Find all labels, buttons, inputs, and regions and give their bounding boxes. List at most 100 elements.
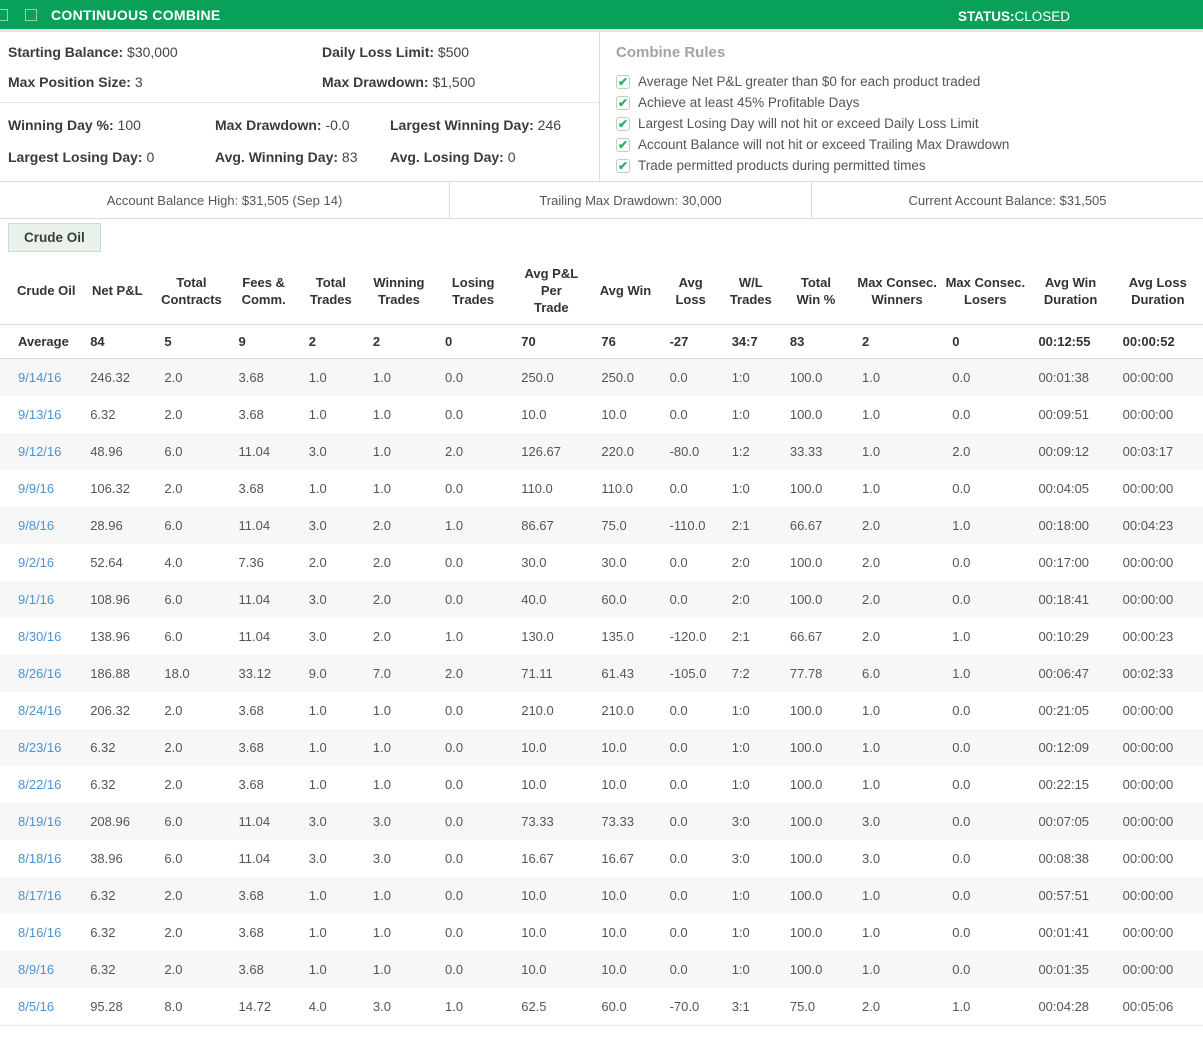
date-link[interactable]: 9/14/16 bbox=[18, 370, 62, 385]
rule-item: ✔ Trade permitted products during permitt… bbox=[616, 155, 1195, 176]
data-cell: 0.0 bbox=[445, 407, 464, 422]
date-link[interactable]: 9/9/16 bbox=[18, 481, 55, 496]
data-cell: 208.96 bbox=[90, 814, 130, 829]
average-cell: 2 bbox=[298, 324, 363, 359]
data-cell: 00:18:00 bbox=[1038, 518, 1090, 533]
data-cell: 1:2 bbox=[731, 444, 750, 459]
data-cell: 106.32 bbox=[90, 481, 130, 496]
table-row: 8/5/16 95.28 8.0 14.72 4.0 3.0 1.0 62.5 60.0 -70.… bbox=[0, 988, 1203, 1026]
data-cell: 3.0 bbox=[372, 814, 391, 829]
data-cell: 3.0 bbox=[862, 851, 881, 866]
data-cell: 3.68 bbox=[238, 888, 264, 903]
data-cell: 0.0 bbox=[445, 703, 464, 718]
data-cell: 1:0 bbox=[731, 407, 750, 422]
date-link[interactable]: 8/16/16 bbox=[18, 925, 62, 940]
date-link[interactable]: 9/8/16 bbox=[18, 518, 55, 533]
data-cell: 1:0 bbox=[731, 740, 750, 755]
table-row: 8/16/16 6.32 2.0 3.68 1.0 1.0 0.0 10.0 10.0 0.0 1:… bbox=[0, 914, 1203, 951]
data-cell: 00:05:06 bbox=[1112, 988, 1203, 1026]
data-cell: 1.0 bbox=[862, 481, 881, 496]
table-row: 8/19/16 208.96 6.0 11.04 3.0 3.0 0.0 73.33 73.33… bbox=[0, 803, 1203, 840]
data-cell: 11.04 bbox=[238, 592, 271, 607]
date-link[interactable]: 9/12/16 bbox=[18, 444, 62, 459]
table-row: 8/24/16 206.32 2.0 3.68 1.0 1.0 0.0 210.0 210.0 0… bbox=[0, 692, 1203, 729]
date-link[interactable]: 9/2/16 bbox=[18, 555, 55, 570]
table-row: 9/1/16 108.96 6.0 11.04 3.0 2.0 0.0 40.0 60.0 0.0… bbox=[0, 581, 1203, 618]
checkbox-checked-icon[interactable]: ✔ bbox=[616, 137, 630, 152]
data-cell: 4.0 bbox=[298, 988, 363, 1026]
average-cell: 00:12:55 bbox=[1028, 324, 1113, 359]
data-cell: 1:0 bbox=[731, 370, 750, 385]
data-cell: 0.0 bbox=[669, 555, 688, 570]
column-header: Total Contracts bbox=[154, 255, 229, 325]
data-cell: 1.0 bbox=[308, 481, 327, 496]
data-cell: 3.0 bbox=[362, 988, 436, 1026]
table-row: 8/17/16 6.32 2.0 3.68 1.0 1.0 0.0 10.0 10.0 0.0 1:… bbox=[0, 877, 1203, 914]
data-cell: 0.0 bbox=[445, 555, 464, 570]
date-link[interactable]: 8/22/16 bbox=[18, 777, 62, 792]
window-square-icon[interactable] bbox=[25, 8, 37, 21]
date-link[interactable]: 8/30/16 bbox=[18, 629, 62, 644]
data-cell: 100.0 bbox=[789, 888, 823, 903]
date-link[interactable]: 9/13/16 bbox=[18, 407, 62, 422]
data-cell: 186.88 bbox=[90, 666, 130, 681]
data-cell: 3.68 bbox=[238, 740, 264, 755]
table-row: 9/9/16 106.32 2.0 3.68 1.0 1.0 0.0 110.0 110.0 0.… bbox=[0, 470, 1203, 507]
data-cell: 3:0 bbox=[731, 851, 750, 866]
tab-crude-oil[interactable]: Crude Oil bbox=[8, 223, 101, 252]
column-header: Crude Oil bbox=[0, 255, 81, 325]
data-cell: 0.0 bbox=[952, 777, 971, 792]
data-cell: 4.0 bbox=[164, 555, 183, 570]
data-cell: 00:57:51 bbox=[1038, 888, 1090, 903]
rule-item: ✔ Average Net P&L greater than $0 for eac… bbox=[616, 71, 1195, 92]
checkbox-checked-icon[interactable]: ✔ bbox=[616, 116, 630, 131]
data-cell: 0.0 bbox=[952, 555, 971, 570]
date-link[interactable]: 8/26/16 bbox=[18, 666, 62, 681]
stats-panel: Starting Balance: $30,000 Daily Loss Lim… bbox=[0, 32, 1203, 182]
data-cell: 00:00:00 bbox=[1122, 814, 1174, 829]
data-cell: 3.68 bbox=[238, 962, 264, 977]
data-cell: 2.0 bbox=[164, 703, 183, 718]
window-square-icon[interactable] bbox=[0, 8, 8, 21]
date-link[interactable]: 8/17/16 bbox=[18, 888, 62, 903]
data-cell: 3.68 bbox=[238, 407, 264, 422]
date-link[interactable]: 8/23/16 bbox=[18, 740, 62, 755]
checkbox-checked-icon[interactable]: ✔ bbox=[616, 74, 630, 89]
trailing-max-drawdown: Trailing Max Drawdown: 30,000 bbox=[450, 182, 812, 218]
data-cell: 11.04 bbox=[238, 444, 271, 459]
column-header: Avg Loss bbox=[659, 255, 722, 325]
status-label: STATUS: bbox=[957, 8, 1015, 24]
data-cell: 2.0 bbox=[852, 988, 943, 1026]
data-cell: 10.0 bbox=[521, 740, 547, 755]
stat-largest-losing-day: Largest Losing Day: 0 bbox=[8, 149, 155, 165]
data-cell: 138.96 bbox=[90, 629, 130, 644]
data-cell: 1.0 bbox=[372, 740, 391, 755]
column-header: Max Consec. Winners bbox=[852, 255, 943, 325]
data-cell: 2.0 bbox=[164, 925, 183, 940]
data-cell: -120.0 bbox=[669, 629, 707, 644]
date-link[interactable]: 8/5/16 bbox=[18, 999, 55, 1014]
data-cell: 2.0 bbox=[164, 777, 183, 792]
date-link[interactable]: 8/19/16 bbox=[18, 814, 62, 829]
checkbox-checked-icon[interactable]: ✔ bbox=[616, 158, 630, 173]
average-cell: 84 bbox=[80, 324, 155, 359]
data-cell: 1:0 bbox=[731, 888, 750, 903]
checkbox-checked-icon[interactable]: ✔ bbox=[616, 95, 630, 110]
table-row: 8/22/16 6.32 2.0 3.68 1.0 1.0 0.0 10.0 10.0 0.0 1:… bbox=[0, 766, 1203, 803]
data-cell: 10.0 bbox=[521, 888, 547, 903]
date-link[interactable]: 8/24/16 bbox=[18, 703, 62, 718]
data-cell: 00:00:00 bbox=[1122, 962, 1174, 977]
data-cell: 0.0 bbox=[669, 370, 688, 385]
data-cell: 3.68 bbox=[238, 777, 264, 792]
data-cell: 0.0 bbox=[445, 481, 464, 496]
data-cell: 2.0 bbox=[372, 555, 391, 570]
data-cell: 00:21:05 bbox=[1038, 703, 1090, 718]
data-cell: 0.0 bbox=[952, 925, 971, 940]
date-link[interactable]: 9/1/16 bbox=[18, 592, 55, 607]
average-cell: 2 bbox=[852, 324, 943, 359]
date-link[interactable]: 8/9/16 bbox=[18, 962, 55, 977]
rule-text: Trade permitted products during permitte… bbox=[638, 158, 926, 173]
date-link[interactable]: 8/18/16 bbox=[18, 851, 62, 866]
column-header: W/L Trades bbox=[721, 255, 780, 325]
data-cell: 6.32 bbox=[90, 407, 116, 422]
